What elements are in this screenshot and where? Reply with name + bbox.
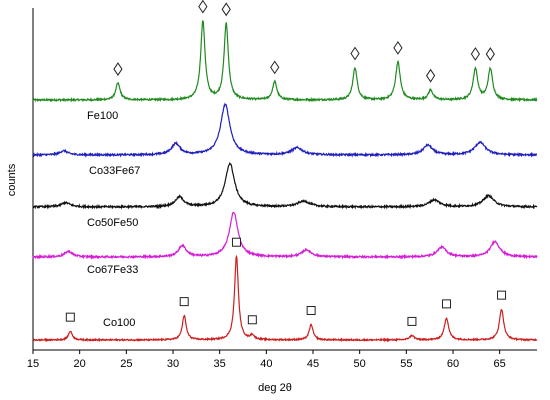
x-tick-label-20: 20 (74, 358, 86, 370)
series-line-Co100 (32, 254, 538, 343)
x-tick-label-50: 50 (354, 358, 366, 370)
diamond-marker-Fe100-0 (113, 62, 123, 76)
x-tick-label-25: 25 (120, 358, 132, 370)
square-marker-Co100-6 (441, 299, 451, 309)
y-axis-title: counts (6, 163, 18, 196)
series-label-Fe100: Fe100 (87, 110, 118, 122)
diamond-marker-Fe100-7 (470, 47, 481, 61)
x-tick-label-15: 15 (27, 358, 39, 370)
square-marker-Co100-5 (407, 316, 417, 326)
square-marker-Co100-4 (306, 305, 316, 315)
x-tick-label-45: 45 (307, 358, 319, 370)
diamond-marker-Fe100-4 (350, 46, 360, 61)
x-tick-label-60: 60 (447, 358, 459, 370)
x-tick-label-30: 30 (167, 358, 179, 370)
x-tick-label-55: 55 (400, 358, 412, 370)
diamond-marker-Fe100-6 (425, 68, 436, 83)
series-line-Co50Fe50 (32, 161, 538, 210)
series-label-Co67Fe33: Co67Fe33 (87, 264, 138, 276)
x-tick-label-40: 40 (260, 358, 272, 370)
square-marker-Co100-1 (179, 297, 189, 307)
diamond-marker-Fe100-8 (485, 47, 495, 61)
series-line-Co67Fe33 (32, 211, 538, 260)
series-line-Co33Fe67 (32, 102, 538, 158)
diamond-marker-Fe100-5 (393, 40, 403, 55)
diamond-marker-Fe100-2 (221, 2, 231, 17)
square-marker-Co100-0 (65, 312, 75, 322)
square-marker-Co100-3 (247, 315, 257, 325)
series-line-Fe100 (32, 19, 538, 103)
diamond-marker-Fe100-3 (270, 60, 280, 75)
square-marker-Co100-7 (497, 290, 507, 300)
series-label-Co33Fe67: Co33Fe67 (89, 165, 140, 177)
diamond-marker-Fe100-1 (198, 0, 208, 14)
x-tick-label-35: 35 (214, 358, 226, 370)
square-marker-Co100-2 (231, 237, 241, 247)
x-axis-title: deg 2θ (258, 382, 292, 394)
series-label-Co50Fe50: Co50Fe50 (87, 217, 138, 229)
series-label-Co100: Co100 (103, 317, 135, 329)
x-tick-label-65: 65 (494, 358, 506, 370)
